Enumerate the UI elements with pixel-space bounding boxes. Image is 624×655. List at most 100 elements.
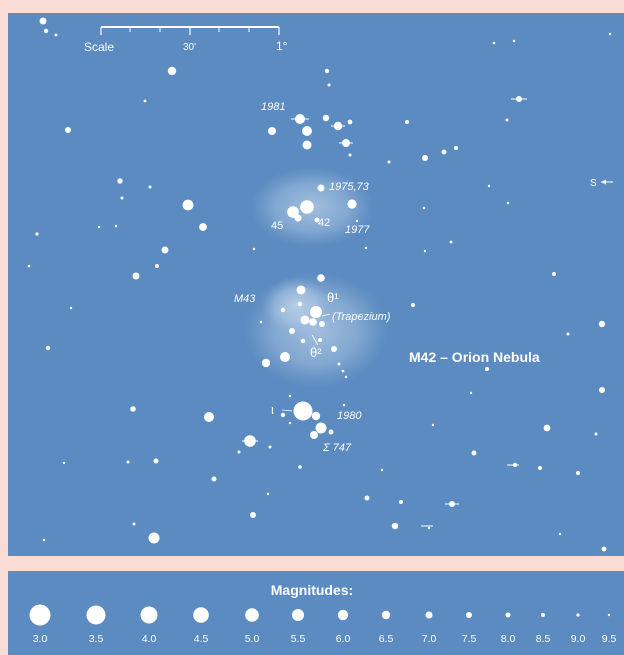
label-theta1: θ¹ bbox=[327, 290, 339, 305]
legend-label-mag-8.5: 8.5 bbox=[536, 633, 551, 645]
star-75 bbox=[543, 424, 551, 432]
star-21 bbox=[454, 146, 458, 150]
label-m43: M43 bbox=[234, 293, 256, 305]
star-28 bbox=[287, 206, 299, 218]
star-119 bbox=[266, 492, 270, 496]
label-42: 42 bbox=[318, 217, 330, 229]
star-44 bbox=[280, 307, 286, 313]
star-2 bbox=[43, 28, 49, 34]
star-43 bbox=[319, 321, 325, 327]
star-69 bbox=[364, 495, 370, 501]
star-23 bbox=[387, 160, 391, 164]
legend-label-mag-5.0: 5.0 bbox=[245, 633, 260, 645]
label-1977: 1977 bbox=[345, 224, 370, 236]
star-53 bbox=[293, 401, 313, 421]
star-85 bbox=[148, 532, 160, 544]
star-37 bbox=[317, 274, 325, 282]
star-74 bbox=[485, 367, 489, 371]
magnitude-legend-labels: 3.0 3.5 4.0 4.5 5.0 5.5 6.0 6.5 7.0 7.5 8.0 8.5 9.0 9… bbox=[33, 633, 617, 645]
star-59 bbox=[130, 406, 136, 412]
star-62 bbox=[280, 412, 286, 418]
star-97 bbox=[558, 532, 562, 536]
star-34 bbox=[161, 246, 169, 254]
star-25 bbox=[317, 184, 325, 192]
star-11 bbox=[322, 114, 330, 122]
star-84 bbox=[601, 546, 607, 552]
legend-dot-mag-5.5 bbox=[292, 609, 304, 621]
star-100 bbox=[423, 249, 427, 253]
star-118 bbox=[380, 468, 384, 472]
star-87 bbox=[45, 345, 51, 351]
star-116 bbox=[342, 403, 346, 407]
legend-dot-mag-7.5 bbox=[466, 612, 472, 618]
star-52 bbox=[411, 303, 415, 307]
legend-label-mag-3.0: 3.0 bbox=[33, 633, 48, 645]
legend-label-mag-6.5: 6.5 bbox=[379, 633, 394, 645]
magnitude-legend-panel bbox=[8, 571, 624, 655]
star-117 bbox=[288, 421, 292, 425]
label-trapezium: (Trapezium) bbox=[332, 311, 391, 323]
star-19 bbox=[422, 155, 428, 161]
star-55 bbox=[315, 422, 327, 434]
star-102 bbox=[512, 39, 516, 43]
legend-dot-mag-7.0 bbox=[425, 611, 433, 619]
star-98 bbox=[487, 184, 491, 188]
star-3 bbox=[54, 33, 58, 37]
star-1 bbox=[39, 17, 47, 25]
star-106 bbox=[431, 423, 435, 427]
label-1981: 1981 bbox=[261, 101, 285, 113]
star-49 bbox=[337, 362, 341, 366]
theta2-leader bbox=[311, 334, 319, 346]
variable-star-markers bbox=[242, 98, 527, 527]
star-50 bbox=[261, 358, 271, 368]
legend-dot-mag-9.0 bbox=[576, 613, 580, 617]
star-104 bbox=[449, 240, 453, 244]
legend-dot-mag-3.0 bbox=[29, 604, 51, 626]
star-81 bbox=[538, 466, 542, 470]
star-94 bbox=[69, 306, 73, 310]
star-64 bbox=[126, 460, 130, 464]
star-30 bbox=[294, 214, 302, 222]
star-26 bbox=[117, 178, 123, 184]
scale-tick-30arcmin: 30' bbox=[183, 42, 196, 53]
legend-dot-mag-8.0 bbox=[505, 612, 511, 618]
star-58 bbox=[204, 412, 214, 422]
star-24 bbox=[348, 153, 352, 157]
label-iota: ι bbox=[271, 402, 274, 417]
legend-label-mag-9.0: 9.0 bbox=[571, 633, 586, 645]
star-68 bbox=[250, 512, 256, 518]
legend-label-mag-6.0: 6.0 bbox=[336, 633, 351, 645]
star-45 bbox=[289, 328, 295, 334]
star-95 bbox=[62, 461, 66, 465]
legend-dot-mag-9.5 bbox=[607, 613, 611, 617]
legend-label-mag-7.5: 7.5 bbox=[462, 633, 477, 645]
legend-label-mag-8.0: 8.0 bbox=[501, 633, 516, 645]
legend-dot-mag-8.5 bbox=[541, 613, 545, 617]
legend-dot-mag-4.5 bbox=[193, 607, 209, 623]
scale-tick-1deg: 1° bbox=[276, 39, 288, 53]
star-77 bbox=[566, 332, 570, 336]
star-47 bbox=[318, 338, 322, 342]
star-112 bbox=[341, 369, 345, 373]
label-45: 45 bbox=[271, 220, 283, 232]
star-70 bbox=[399, 500, 403, 504]
label-theta2: θ² bbox=[310, 345, 322, 360]
star-115 bbox=[288, 394, 292, 398]
label-m42-orion-nebula: M42 – Orion Nebula bbox=[409, 349, 540, 365]
star-22 bbox=[505, 118, 509, 122]
star-61 bbox=[268, 445, 272, 449]
label-1975-73: 1975,73 bbox=[329, 181, 370, 193]
star-56 bbox=[310, 431, 318, 439]
star-111 bbox=[355, 219, 359, 223]
star-109 bbox=[259, 320, 263, 324]
legend-dot-mag-5.0 bbox=[245, 608, 259, 622]
legend-label-mag-5.5: 5.5 bbox=[291, 633, 306, 645]
star-17 bbox=[268, 127, 276, 135]
star-66 bbox=[237, 450, 241, 454]
star-92 bbox=[97, 225, 101, 229]
legend-label-mag-7.0: 7.0 bbox=[422, 633, 437, 645]
star-89 bbox=[35, 232, 39, 236]
star-48 bbox=[331, 346, 337, 352]
star-90 bbox=[120, 196, 124, 200]
star-18 bbox=[65, 127, 71, 133]
